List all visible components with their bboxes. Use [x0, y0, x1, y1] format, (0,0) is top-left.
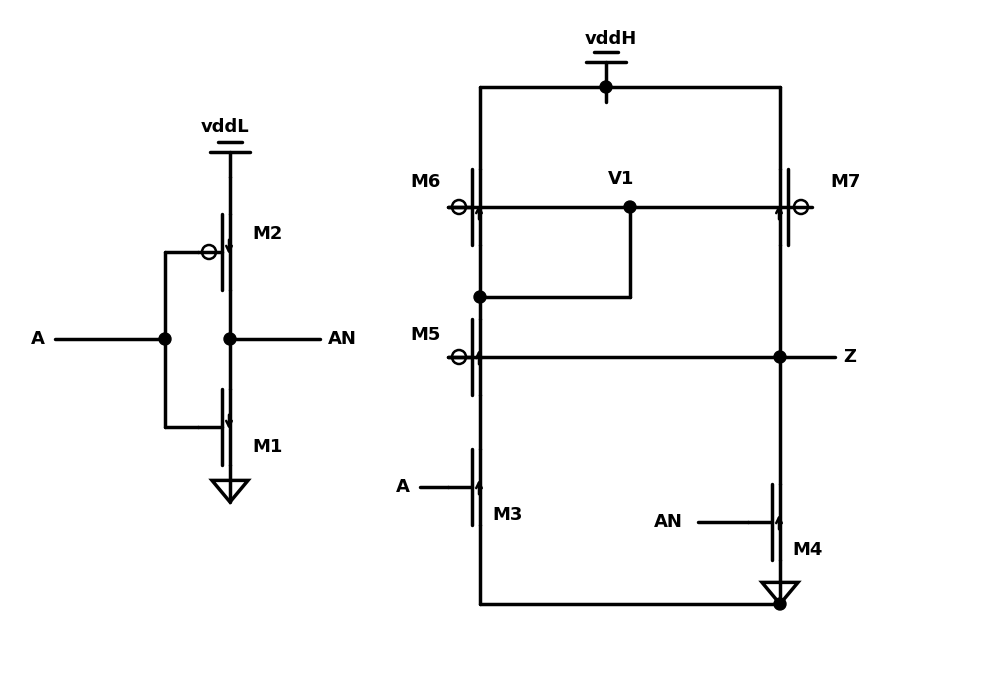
Text: M1: M1 [252, 438, 282, 456]
Text: M7: M7 [830, 173, 860, 191]
Text: M5: M5 [410, 326, 440, 344]
Text: AN: AN [654, 513, 683, 531]
Text: vddL: vddL [201, 118, 249, 136]
Circle shape [474, 291, 486, 303]
Circle shape [774, 351, 786, 363]
Circle shape [159, 333, 171, 345]
Text: M4: M4 [792, 541, 822, 559]
Circle shape [624, 201, 636, 213]
Text: V1: V1 [608, 170, 634, 188]
Text: vddH: vddH [585, 30, 637, 48]
Circle shape [224, 333, 236, 345]
Text: M2: M2 [252, 225, 282, 243]
Circle shape [774, 598, 786, 610]
Text: M6: M6 [410, 173, 440, 191]
Circle shape [600, 81, 612, 93]
Text: Z: Z [843, 348, 856, 366]
Text: A: A [31, 330, 45, 348]
Text: M3: M3 [492, 506, 522, 524]
Text: AN: AN [328, 330, 357, 348]
Text: A: A [396, 478, 410, 496]
